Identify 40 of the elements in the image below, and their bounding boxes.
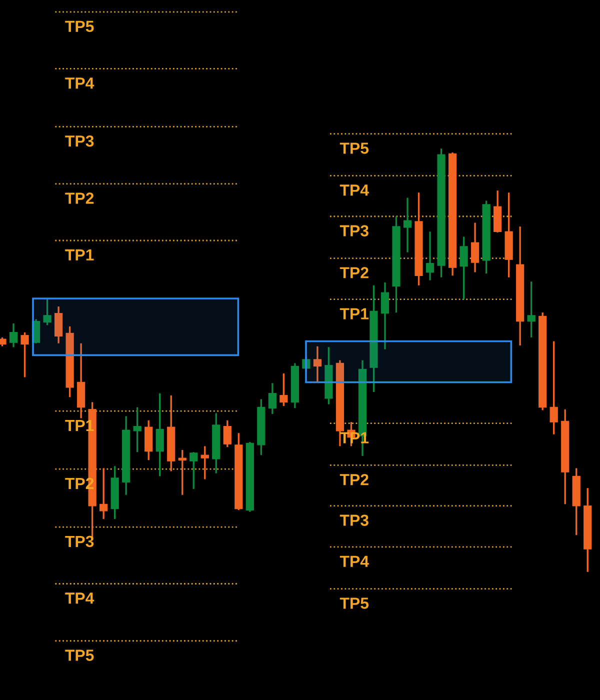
candlestick — [156, 392, 164, 478]
candlestick — [20, 332, 29, 378]
ref-line-label: TP4 — [65, 592, 94, 604]
candlestick — [460, 236, 468, 300]
ref-line-label: TP3 — [65, 135, 94, 147]
ref-line-label: TP2 — [340, 474, 368, 486]
candlestick — [550, 340, 558, 436]
ref-line-label: TP3 — [340, 225, 368, 236]
ref-line-label: TP3 — [65, 536, 94, 548]
candlestick — [178, 449, 186, 496]
candlestick — [223, 420, 232, 448]
ref-line-label: TP5 — [340, 598, 369, 609]
candlestick — [54, 306, 63, 344]
ref-line-label: TP1 — [340, 308, 369, 320]
candlestick — [43, 298, 52, 326]
candlestick — [190, 451, 198, 490]
candlestick — [527, 280, 536, 338]
ref-line-label: TP2 — [340, 267, 368, 278]
ref-line-label: TP4 — [340, 556, 369, 567]
ref-line-label: TP5 — [65, 650, 94, 661]
candlestick — [280, 372, 288, 407]
ref-line-label: TP4 — [65, 78, 94, 89]
candlestick — [268, 382, 276, 415]
candlestick — [380, 282, 390, 350]
candlestick — [9, 322, 18, 348]
ref-line-label: TP3 — [340, 514, 368, 526]
candlestick — [302, 356, 310, 370]
ref-line-label: TP2 — [65, 192, 94, 204]
candlestick — [313, 345, 322, 384]
candlestick — [426, 230, 434, 282]
candlestick — [470, 222, 480, 274]
ref-line-label: TP1 — [65, 249, 94, 260]
ref-line-label: TP4 — [340, 184, 369, 196]
ref-line-label: TP5 — [340, 142, 369, 154]
candlestick — [100, 467, 108, 520]
candlestick — [32, 318, 40, 344]
ref-line-label: TP5 — [65, 20, 94, 32]
candlestick — [403, 196, 412, 254]
candlestick — [200, 445, 209, 480]
candlestick — [133, 406, 142, 453]
